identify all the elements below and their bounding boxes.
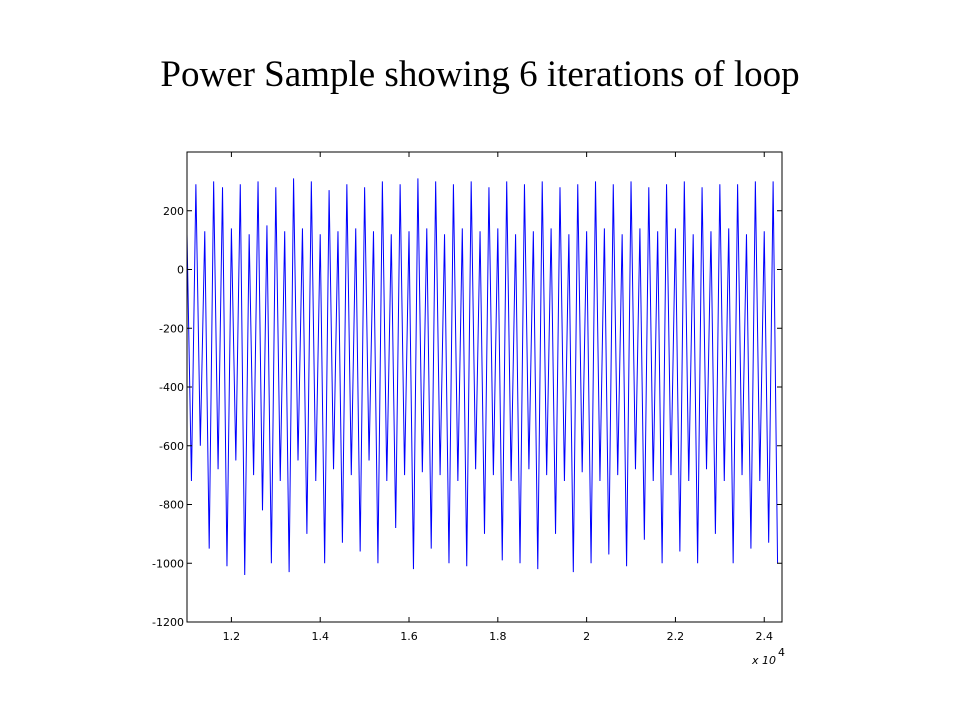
y-tick-label: 200 — [163, 205, 184, 218]
x-tick-label: 1.4 — [311, 630, 329, 643]
y-tick-label: -600 — [159, 440, 184, 453]
y-tick-label: 0 — [177, 264, 184, 277]
x-tick-label: 1.6 — [400, 630, 418, 643]
y-tick-label: -1000 — [152, 557, 184, 570]
x-tick-label: 2.2 — [667, 630, 685, 643]
y-tick-label: -800 — [159, 499, 184, 512]
data-line — [187, 178, 779, 576]
chart-title: Power Sample showing 6 iterations of loo… — [160, 54, 799, 95]
x-multiplier-exponent: 4 — [778, 646, 785, 659]
x-tick-label: 1.2 — [223, 630, 241, 643]
y-tick-label: -200 — [159, 322, 184, 335]
x-tick-label: 2.4 — [755, 630, 773, 643]
x-tick-label: 1.8 — [489, 630, 507, 643]
x-tick-label: 2 — [583, 630, 590, 643]
x-multiplier: x 10 — [751, 654, 776, 667]
y-tick-label: -400 — [159, 381, 184, 394]
y-tick-label: -1200 — [152, 616, 184, 629]
